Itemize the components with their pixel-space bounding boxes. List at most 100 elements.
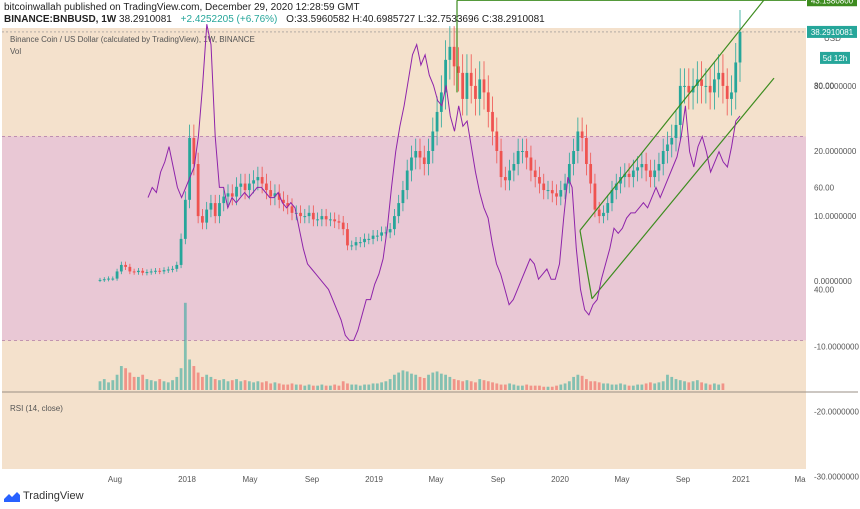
volume-bar [333, 384, 337, 390]
candle [717, 72, 721, 80]
candle [137, 270, 140, 273]
volume-bar [674, 379, 678, 390]
volume-bar [299, 384, 302, 390]
volume-bar [188, 359, 191, 390]
volume-bar [115, 374, 119, 390]
volume-bar [666, 374, 669, 390]
candle [149, 271, 153, 273]
volume-bar [145, 379, 149, 390]
volume-bar [486, 381, 490, 390]
volume-bar [619, 383, 622, 390]
candle [273, 193, 277, 197]
candle [290, 206, 294, 213]
candle [435, 111, 439, 132]
volume-bar [397, 372, 401, 390]
volume-bar [444, 374, 447, 390]
candle [358, 242, 362, 244]
candle [512, 164, 516, 171]
volume-bar [265, 381, 268, 390]
volume-bar [721, 383, 725, 390]
volume-bar [414, 374, 418, 390]
chart-title: Binance Coin / US Dollar (calculated by … [10, 35, 255, 44]
candle [115, 271, 119, 279]
candle [188, 137, 191, 200]
brand-name: TradingView [23, 490, 84, 502]
volume-bar [329, 385, 332, 390]
candle [333, 219, 337, 222]
volume-bar [602, 383, 605, 390]
volume-bar [230, 380, 234, 390]
candle [499, 151, 503, 178]
volume-bar [559, 384, 563, 390]
volume-bar [243, 380, 247, 390]
volume-bar [691, 381, 695, 390]
volume-bar [538, 385, 541, 390]
volume-bar [678, 380, 682, 390]
candle [503, 177, 507, 181]
candle [734, 62, 738, 93]
candle [324, 216, 328, 220]
x-tick-label: Sep [491, 475, 506, 484]
volume-bar [422, 378, 426, 390]
x-tick-label: 2018 [178, 475, 196, 484]
volume-bar [700, 382, 703, 390]
volume-bar [213, 379, 217, 390]
price-label: 5d 12h [823, 54, 847, 63]
volume-bar [593, 381, 597, 390]
tradingview-brand[interactable]: TradingView [4, 490, 84, 502]
candle [461, 72, 465, 99]
volume-bar [478, 379, 482, 390]
channel-lower-line [591, 77, 775, 300]
candle [222, 196, 226, 204]
volume-bar [273, 382, 277, 390]
volume-bar [461, 381, 465, 390]
y-tick-label: 0.0000000 [814, 277, 852, 286]
volume-bar [179, 368, 183, 390]
candle [738, 31, 742, 63]
candle [209, 203, 213, 210]
candle [183, 199, 187, 239]
candle [393, 216, 396, 230]
volume-bar [247, 381, 251, 390]
volume-bar [516, 385, 520, 390]
candle [102, 279, 106, 281]
candle [282, 199, 285, 204]
volume-bar [491, 382, 494, 390]
volume-bar [585, 379, 588, 390]
volume-bar [427, 374, 430, 390]
volume-bar [653, 383, 657, 390]
x-tick-label: 2019 [365, 475, 383, 484]
y-tick-label: 20.0000000 [814, 147, 857, 156]
candle [414, 151, 418, 158]
last-price: 38.2910081 [119, 14, 172, 25]
y-tick-label: -10.0000000 [814, 342, 859, 351]
candle [495, 131, 499, 151]
volume-bar [457, 380, 460, 390]
volume-bar [418, 376, 422, 390]
volume-bar [166, 382, 170, 390]
candle [98, 279, 102, 281]
volume-bar [508, 383, 511, 390]
candle [410, 157, 413, 171]
volume-bar [448, 376, 452, 390]
rsi-tick-label: 80.00 [814, 81, 835, 90]
x-tick-label: Sep [305, 475, 320, 484]
candle [559, 190, 563, 197]
candle [252, 180, 255, 184]
candle [610, 190, 614, 204]
volume-bar [102, 379, 106, 390]
candle [418, 151, 422, 158]
rsi-title: RSI (14, close) [10, 404, 63, 413]
volume-bar [610, 384, 614, 390]
candle [401, 190, 405, 204]
volume-bar [222, 379, 226, 390]
price-change: +2.4252205 (+6.76%) [180, 14, 278, 25]
volume-bar [525, 384, 529, 390]
candle [337, 221, 341, 223]
volume-bar [555, 385, 558, 390]
volume-bar [576, 374, 580, 390]
x-tick-label: Sep [676, 475, 691, 484]
volume-bar [316, 385, 319, 390]
y-tick-label: -30.0000000 [814, 473, 859, 482]
